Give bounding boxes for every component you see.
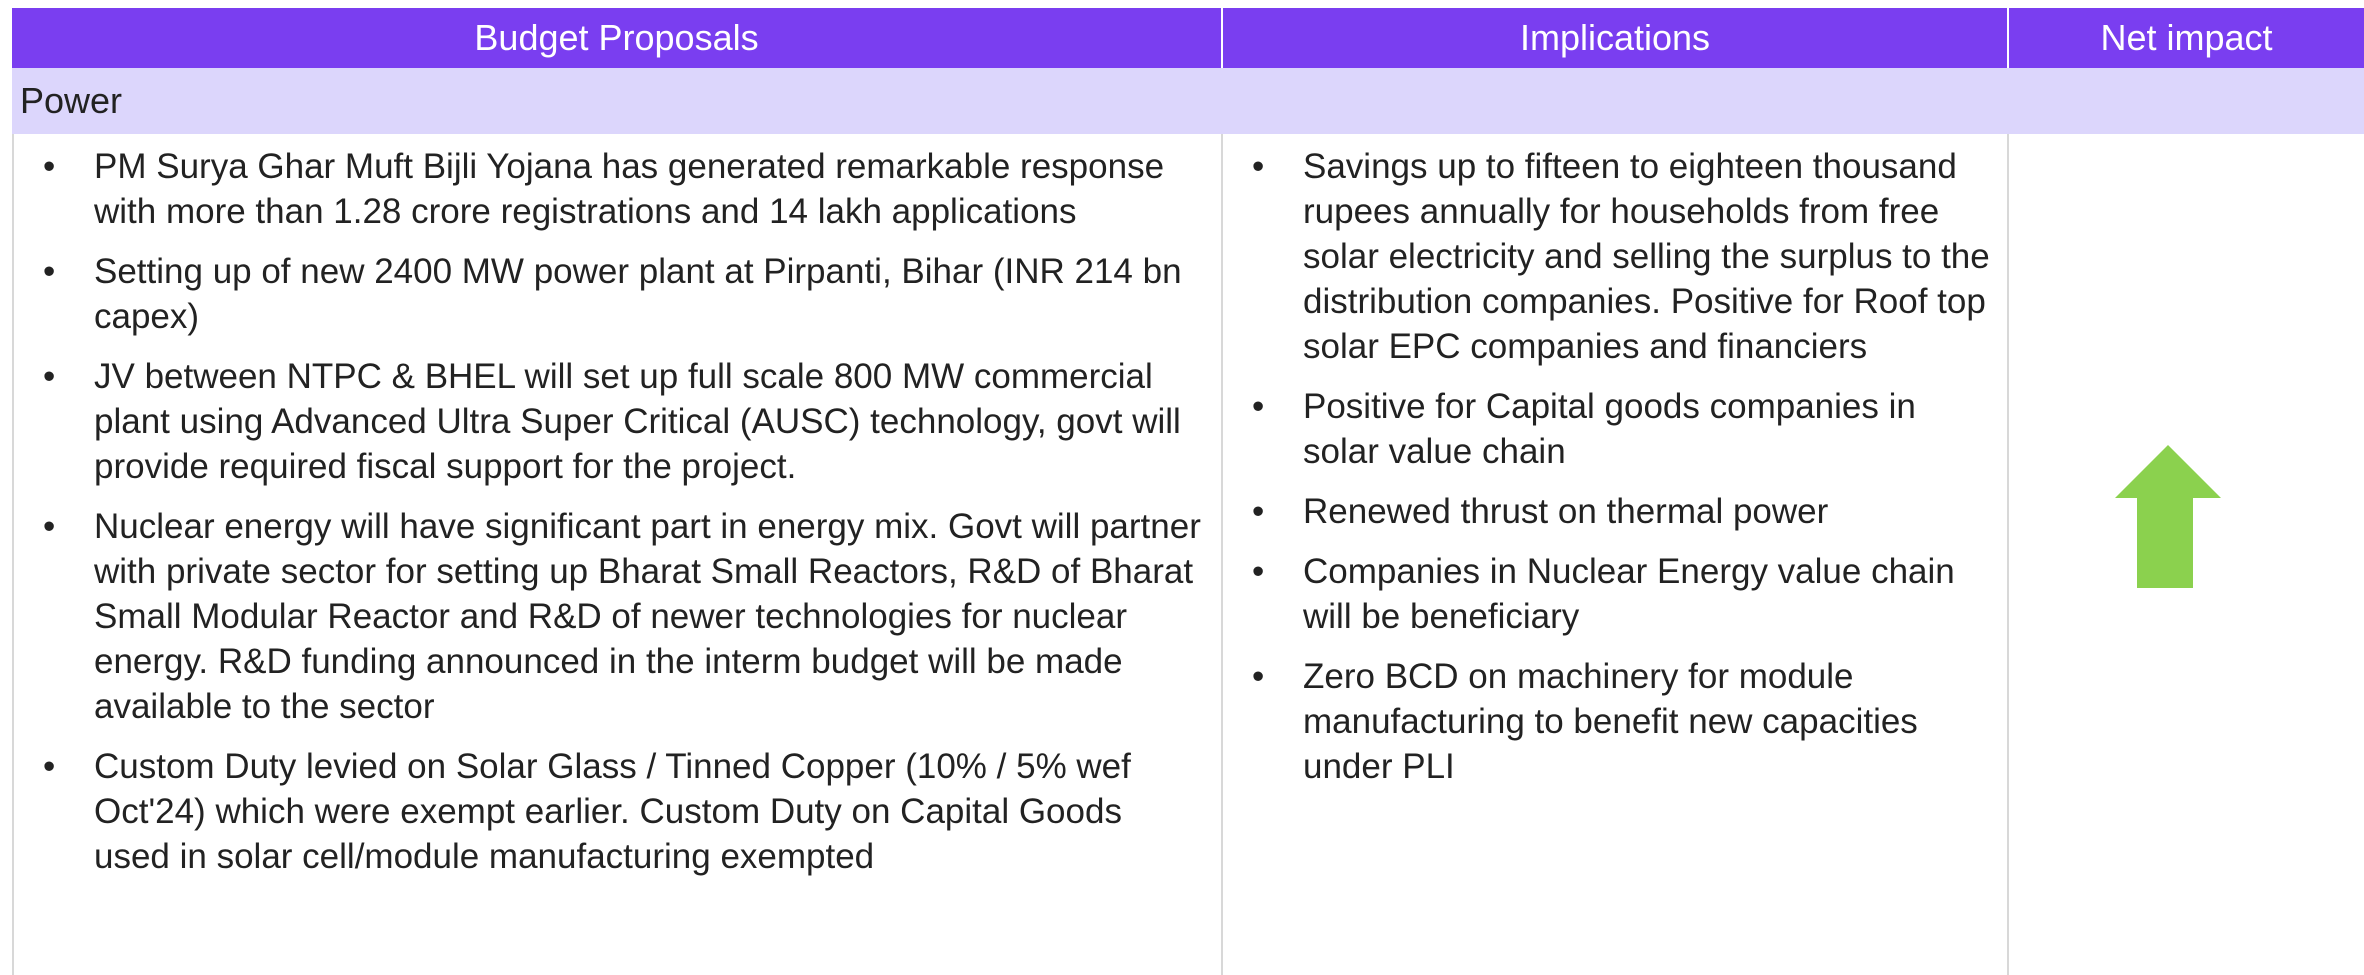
bullet-item: Nuclear energy will have significant par… [43,504,1201,729]
header-cell: Implications [1223,8,2009,68]
bullet-item: Setting up of new 2400 MW power plant at… [43,249,1201,339]
header-cell: Budget Proposals [12,8,1223,68]
implications-list: Savings up to fifteen to eighteen thousa… [1252,144,1997,789]
bullet-item: Renewed thrust on thermal power [1252,489,1997,534]
header-cell: Net impact [2009,8,2364,68]
bullet-item: Savings up to fifteen to eighteen thousa… [1252,144,1997,369]
implications-column: Savings up to fifteen to eighteen thousa… [1223,134,2009,975]
bullet-item: Positive for Capital goods companies in … [1252,384,1997,474]
section-row: Power [12,68,2364,134]
bullet-item: Custom Duty levied on Solar Glass / Tinn… [43,744,1201,879]
up-arrow [2115,445,2221,588]
impact-icon [2115,445,2221,588]
bullet-item: JV between NTPC & BHEL will set up full … [43,354,1201,489]
bullet-item: Companies in Nuclear Energy value chain … [1252,549,1997,639]
proposals-list: PM Surya Ghar Muft Bijli Yojana has gene… [43,144,1201,879]
impact-column [2009,134,2364,975]
bullet-item: PM Surya Ghar Muft Bijli Yojana has gene… [43,144,1201,234]
bullet-item: Zero BCD on machinery for module manufac… [1252,654,1997,789]
proposals-column: PM Surya Ghar Muft Bijli Yojana has gene… [12,134,1223,975]
